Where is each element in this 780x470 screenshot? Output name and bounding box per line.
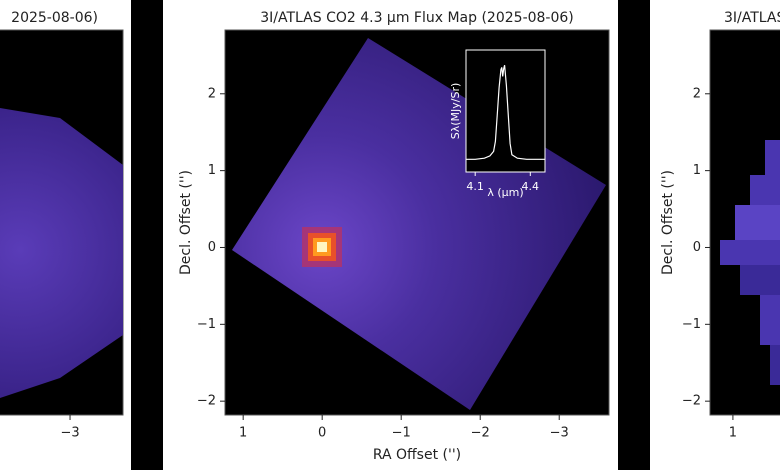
inset: 4.1 4.4λ (μm) Sλ(MJy/Sr) — [449, 49, 546, 199]
y-axis-label: Decl. Offset ('') — [660, 170, 676, 275]
inset-x-tick-label: 4.4 — [522, 180, 540, 193]
x-tick-label: −1 — [392, 426, 411, 441]
spectrum-line — [466, 65, 545, 160]
y-tick-label: −1 — [682, 317, 701, 332]
x-tick-label: −2 — [471, 426, 490, 441]
nucleus — [302, 227, 342, 267]
x-tick-label: 1 — [239, 426, 247, 441]
y-axis-label: Decl. Offset ('') — [178, 170, 194, 275]
y-tick-label: −1 — [197, 317, 216, 332]
x-tick-label: −3 — [550, 426, 569, 441]
y-tick-label: 0 — [208, 240, 216, 255]
chart-title: 3I/ATLAS C — [724, 10, 780, 26]
x-tick-label: −2 — [0, 426, 1, 441]
y-tick-label: 1 — [208, 163, 216, 178]
chart-title: 2025-08-06) — [11, 10, 98, 26]
x-tick-label: −3 — [60, 426, 79, 441]
flux-map — [0, 108, 123, 398]
y-tick-label: −2 — [682, 394, 701, 409]
inset-axes — [465, 49, 546, 173]
inset-x-tick-label: 4.1 — [466, 180, 484, 193]
x-tick-label: 1 — [729, 426, 737, 441]
chart-title: 3I/ATLAS CO2 4.3 μm Flux Map (2025-08-06… — [260, 10, 574, 26]
x-tick-label: 0 — [318, 426, 326, 441]
x-axis-label: RA Offset ('') — [373, 447, 461, 463]
y-tick-label: 1 — [693, 163, 701, 178]
inset-y-label: Sλ(MJy/Sr) — [449, 83, 462, 140]
inset-x-label: λ (μm) — [487, 186, 523, 199]
y-tick-label: −2 — [197, 394, 216, 409]
y-tick-label: 2 — [208, 86, 216, 101]
flux-map — [720, 140, 780, 385]
y-tick-label: 0 — [693, 240, 701, 255]
y-tick-label: 2 — [693, 86, 701, 101]
